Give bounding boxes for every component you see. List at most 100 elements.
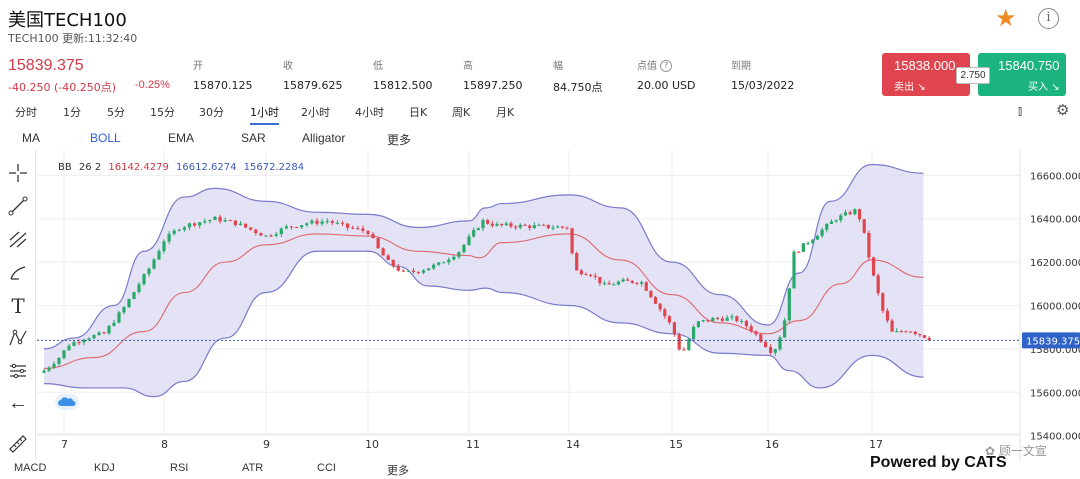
candle-body: [421, 270, 426, 273]
candle-body: [67, 345, 71, 351]
candle-body: [773, 349, 777, 353]
candle-body: [472, 230, 476, 237]
tab-timeframe-2h[interactable]: 2小时: [301, 106, 330, 119]
indicator-cci[interactable]: CCI: [317, 462, 336, 474]
candle-body: [885, 310, 890, 321]
candle-body: [325, 221, 329, 223]
candle-body: [918, 333, 922, 336]
bollinger-middle-line: [43, 233, 924, 369]
candle-body: [899, 331, 903, 333]
indicator-more-bottom[interactable]: 更多: [387, 465, 409, 477]
pattern-icon[interactable]: [7, 327, 29, 349]
candle-body: [682, 349, 686, 351]
sell-button[interactable]: 15838.000 卖出 ↘: [882, 53, 970, 96]
tab-timeframe-15m[interactable]: 15分: [150, 106, 175, 119]
candle-body: [386, 255, 390, 260]
candle-body: [117, 312, 121, 323]
candle-body: [565, 227, 569, 229]
candle-body: [442, 262, 446, 264]
tab-timeframe-week[interactable]: 周K: [452, 106, 471, 119]
candle-body: [909, 331, 913, 333]
indicator-ma[interactable]: MA: [22, 131, 40, 145]
back-arrow-icon[interactable]: ←: [8, 392, 28, 414]
cloud-svg: [58, 397, 76, 406]
indicator-atr[interactable]: ATR: [242, 462, 264, 474]
candle-body: [147, 268, 151, 275]
sell-label-text: 卖出: [894, 82, 914, 93]
tab-timeframe-tick[interactable]: 分时: [15, 106, 37, 119]
tab-timeframe-30m[interactable]: 30分: [199, 106, 224, 119]
settings-gear-icon[interactable]: ⚙: [1056, 102, 1070, 119]
indicator-more[interactable]: 更多: [387, 133, 412, 147]
tab-timeframe-1h[interactable]: 1小时: [250, 104, 279, 125]
tab-timeframe-4h[interactable]: 4小时: [355, 106, 384, 119]
help-icon[interactable]: ?: [660, 60, 672, 72]
x-tick-label: 16: [765, 438, 779, 451]
indicator-boll[interactable]: BOLL: [90, 131, 121, 145]
candle-body: [630, 280, 634, 283]
candle-body: [452, 256, 456, 260]
indicator-ema[interactable]: EMA: [168, 131, 195, 145]
candle-body: [97, 332, 101, 336]
candle-type-icon[interactable]: ⫾: [1018, 103, 1023, 118]
text-tool-icon[interactable]: T: [11, 294, 25, 318]
brush-svg: [10, 266, 26, 280]
candle-body: [132, 292, 136, 299]
pitchfork-icon[interactable]: [7, 228, 29, 250]
candle-body: [107, 325, 111, 334]
indicator-sar[interactable]: SAR: [241, 131, 266, 145]
candle-body: [621, 279, 625, 282]
stat-value-point-value: 20.00 USD: [637, 79, 696, 92]
crosshair-icon[interactable]: [7, 162, 29, 184]
favorite-star-icon[interactable]: ★: [995, 5, 1017, 32]
candle-body: [687, 339, 691, 351]
candle-body: [279, 228, 283, 235]
info-icon[interactable]: i: [1038, 8, 1059, 29]
indicator-macd[interactable]: MACD: [14, 462, 47, 474]
candle-body: [310, 220, 314, 224]
candle-body: [486, 220, 490, 224]
candle-body: [509, 223, 513, 227]
candle-body: [381, 248, 385, 256]
y-tick-label: 16000.000: [1030, 302, 1080, 313]
candle-body: [598, 276, 602, 284]
candle-body: [476, 228, 480, 231]
candle-body: [792, 251, 796, 289]
trend-line-icon[interactable]: [7, 195, 29, 217]
buy-button[interactable]: 15840.750 买入 ↘: [978, 53, 1066, 96]
x-tick-label: 14: [566, 438, 580, 451]
candle-body: [696, 321, 700, 327]
indicator-rsi[interactable]: RSI: [170, 462, 189, 474]
candle-body: [47, 367, 51, 371]
candle-body: [289, 226, 294, 228]
measure-svg: [10, 363, 26, 379]
candle-body: [764, 341, 768, 348]
ruler-icon[interactable]: [7, 433, 29, 455]
candle-body: [904, 331, 908, 333]
drawing-toolbar: T ←: [0, 150, 36, 460]
tab-timeframe-1m[interactable]: 1分: [63, 106, 81, 119]
cloud-icon[interactable]: [55, 394, 79, 410]
candle-body: [589, 274, 593, 276]
tab-timeframe-5m[interactable]: 5分: [107, 106, 125, 119]
candle-body: [890, 320, 894, 332]
candle-body: [570, 228, 574, 254]
candle-body: [825, 223, 829, 230]
current-price-tag: [1022, 332, 1080, 349]
brush-icon[interactable]: [7, 261, 29, 283]
price-chart[interactable]: 16600.000 16400.000 16200.000 16000.000 1580…: [0, 150, 1080, 460]
measure-icon[interactable]: [7, 360, 29, 382]
candle-body: [259, 233, 263, 236]
candle-body: [811, 239, 815, 244]
candle-body: [740, 320, 744, 322]
candle-body: [663, 309, 667, 317]
indicator-kdj[interactable]: KDJ: [94, 462, 115, 474]
candle-body: [542, 224, 546, 226]
candle-body: [254, 229, 258, 234]
candle-body: [783, 320, 787, 338]
tab-timeframe-month[interactable]: 月K: [496, 106, 515, 119]
tab-timeframe-day[interactable]: 日K: [409, 106, 428, 119]
instrument-title: 美国TECH100: [8, 10, 127, 31]
indicator-alligator[interactable]: Alligator: [302, 131, 346, 145]
candle-body: [537, 224, 541, 226]
